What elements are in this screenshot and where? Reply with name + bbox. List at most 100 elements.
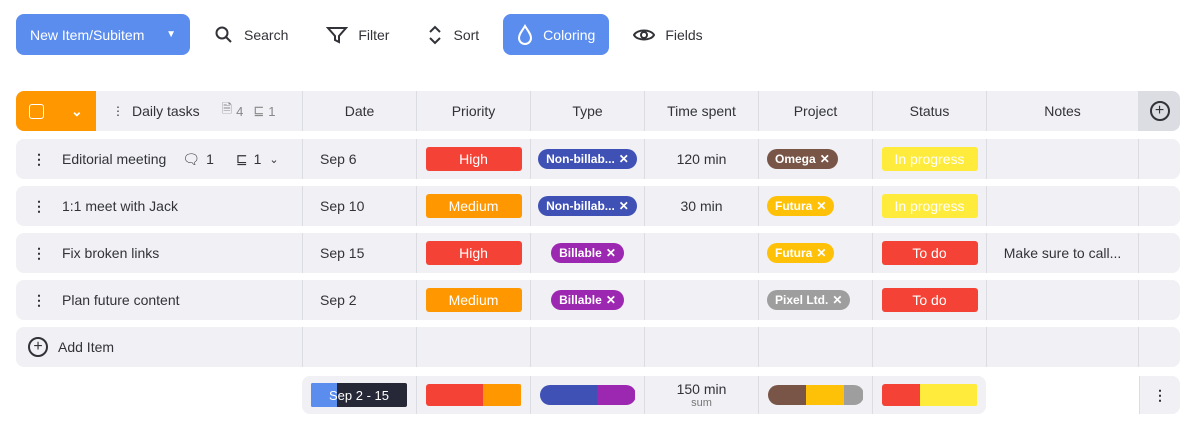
- group-header: ⌄ ⋮ Daily tasks 🗎 4 ⊑ 1: [16, 91, 302, 131]
- date-cell[interactable]: Sep 10: [302, 186, 416, 226]
- remove-icon[interactable]: ✕: [618, 152, 629, 166]
- priority-cell[interactable]: High: [416, 139, 530, 179]
- select-all-checkbox[interactable]: [29, 103, 45, 119]
- column-header-project[interactable]: Project: [758, 91, 872, 131]
- group-title[interactable]: Daily tasks: [132, 103, 200, 119]
- comment-icon[interactable]: 🗨: [182, 150, 201, 167]
- table-row[interactable]: ⋮ Fix broken links Sep 15 High Billable ✕…: [16, 233, 1180, 273]
- project-cell[interactable]: Futura ✕: [758, 233, 872, 273]
- more-vertical-icon[interactable]: ⋮: [32, 150, 46, 167]
- add-column-button[interactable]: +: [1138, 91, 1180, 131]
- drag-handle-icon[interactable]: ⋮: [112, 104, 124, 118]
- coloring-button[interactable]: Coloring: [503, 14, 610, 55]
- summary-segment: [805, 385, 845, 405]
- item-name[interactable]: 1:1 meet with Jack: [62, 198, 178, 214]
- type-label: Billable: [559, 246, 602, 260]
- chevron-down-icon[interactable]: ⌄: [269, 153, 279, 166]
- item-name[interactable]: Editorial meeting: [62, 151, 167, 167]
- status-cell[interactable]: To do: [872, 280, 986, 320]
- status-cell[interactable]: In progress: [872, 139, 986, 179]
- type-tag: Non-billab... ✕: [538, 196, 637, 216]
- type-cell[interactable]: Billable ✕: [530, 233, 644, 273]
- time-spent-cell[interactable]: [644, 233, 758, 273]
- item-name-cell[interactable]: ⋮ Fix broken links: [16, 233, 302, 273]
- status-label: To do: [881, 288, 978, 312]
- column-header-type[interactable]: Type: [530, 91, 644, 131]
- priority-cell[interactable]: Medium: [416, 186, 530, 226]
- type-cell[interactable]: Non-billab... ✕: [530, 139, 644, 179]
- time-spent-cell[interactable]: 120 min: [644, 139, 758, 179]
- subitem-icon[interactable]: ⊑: [235, 150, 248, 167]
- remove-icon[interactable]: ✕: [618, 199, 629, 213]
- remove-icon[interactable]: ✕: [832, 293, 843, 307]
- filter-button[interactable]: Filter: [312, 14, 403, 55]
- time-sum-label: sum: [691, 397, 712, 409]
- collapse-chevron-icon[interactable]: ⌄: [70, 102, 83, 119]
- new-item-button[interactable]: New Item/Subitem ▼: [16, 14, 190, 55]
- status-cell[interactable]: To do: [872, 233, 986, 273]
- more-vertical-icon[interactable]: ⋮: [32, 291, 46, 308]
- notes-cell[interactable]: [986, 280, 1138, 320]
- more-vertical-icon[interactable]: ⋮: [32, 197, 46, 214]
- project-tag: Futura ✕: [767, 196, 835, 216]
- fields-button[interactable]: Fields: [619, 14, 716, 55]
- empty-cell: [1138, 280, 1180, 320]
- summary-segment: [597, 385, 636, 405]
- table-row[interactable]: ⋮ Plan future content Sep 2 Medium Billa…: [16, 280, 1180, 320]
- type-cell[interactable]: Non-billab... ✕: [530, 186, 644, 226]
- date-cell[interactable]: Sep 15: [302, 233, 416, 273]
- notes-cell[interactable]: Make sure to call...: [986, 233, 1138, 273]
- column-header-time-spent[interactable]: Time spent: [644, 91, 758, 131]
- item-name-cell[interactable]: ⋮ Plan future content: [16, 280, 302, 320]
- new-item-label: New Item/Subitem: [30, 26, 145, 43]
- project-cell[interactable]: Pixel Ltd. ✕: [758, 280, 872, 320]
- item-name[interactable]: Fix broken links: [62, 245, 160, 261]
- remove-icon[interactable]: ✕: [605, 246, 616, 260]
- add-item-label: Add Item: [58, 339, 115, 355]
- column-header-notes[interactable]: Notes: [986, 91, 1138, 131]
- project-cell[interactable]: Futura ✕: [758, 186, 872, 226]
- project-tag: Futura ✕: [767, 243, 835, 263]
- sort-button[interactable]: Sort: [413, 14, 493, 55]
- toolbar: New Item/Subitem ▼ Search Filter Sort Col…: [16, 14, 717, 55]
- summary-segment: [539, 385, 598, 405]
- column-header-priority[interactable]: Priority: [416, 91, 530, 131]
- priority-cell[interactable]: High: [416, 233, 530, 273]
- date-cell[interactable]: Sep 6: [302, 139, 416, 179]
- priority-label: Medium: [425, 194, 522, 218]
- remove-icon[interactable]: ✕: [605, 293, 616, 307]
- column-header-date[interactable]: Date: [302, 91, 416, 131]
- summary-segment: [919, 384, 978, 406]
- table-header: ⌄ ⋮ Daily tasks 🗎 4 ⊑ 1 Date Priority Type…: [16, 91, 1180, 131]
- filter-label: Filter: [358, 26, 390, 43]
- more-vertical-icon: ⋮: [1153, 386, 1167, 403]
- item-name-cell[interactable]: ⋮ Editorial meeting 🗨 1 ⊑ 1 ⌄: [16, 139, 302, 179]
- sort-icon: [429, 25, 442, 44]
- remove-icon[interactable]: ✕: [816, 199, 827, 213]
- priority-cell[interactable]: Medium: [416, 280, 530, 320]
- time-spent-cell[interactable]: 30 min: [644, 186, 758, 226]
- remove-icon[interactable]: ✕: [819, 152, 830, 166]
- time-summary: 150 min sum: [644, 376, 758, 414]
- date-cell[interactable]: Sep 2: [302, 280, 416, 320]
- search-button[interactable]: Search: [200, 14, 302, 55]
- project-cell[interactable]: Omega ✕: [758, 139, 872, 179]
- time-spent-cell[interactable]: [644, 280, 758, 320]
- summary-menu-button[interactable]: ⋮: [1139, 376, 1180, 414]
- add-item-button[interactable]: + Add Item: [16, 327, 302, 367]
- remove-icon[interactable]: ✕: [816, 246, 827, 260]
- notes-cell[interactable]: [986, 186, 1138, 226]
- status-cell[interactable]: In progress: [872, 186, 986, 226]
- item-name-cell[interactable]: ⋮ 1:1 meet with Jack: [16, 186, 302, 226]
- item-name[interactable]: Plan future content: [62, 292, 180, 308]
- status-label: In progress: [881, 147, 978, 171]
- more-vertical-icon[interactable]: ⋮: [32, 244, 46, 261]
- table-row[interactable]: ⋮ 1:1 meet with Jack Sep 10 Medium Non-b…: [16, 186, 1180, 226]
- notes-cell[interactable]: [986, 139, 1138, 179]
- comment-count: 1: [206, 151, 214, 167]
- type-cell[interactable]: Billable ✕: [530, 280, 644, 320]
- table-row[interactable]: ⋮ Editorial meeting 🗨 1 ⊑ 1 ⌄ Sep 6 High No…: [16, 139, 1180, 179]
- priority-label: High: [425, 241, 522, 265]
- column-header-status[interactable]: Status: [872, 91, 986, 131]
- caret-down-icon[interactable]: ▼: [166, 29, 176, 40]
